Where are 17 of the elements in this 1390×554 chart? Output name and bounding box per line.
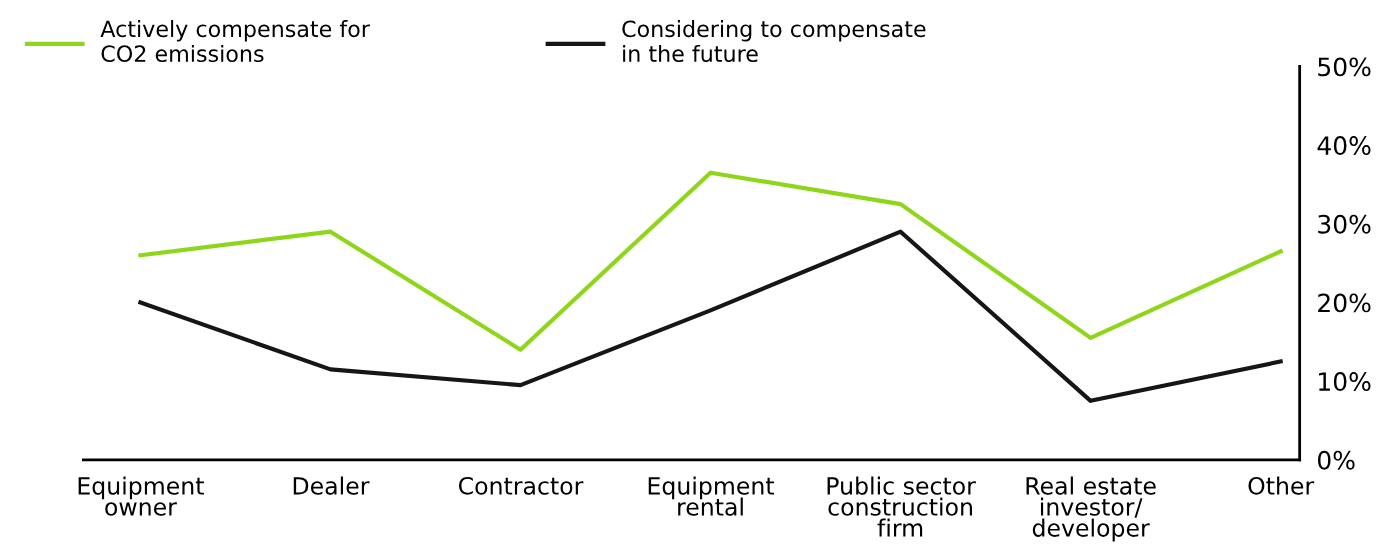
line-series	[138, 229, 1283, 403]
x-tick-label: Dealer	[293, 476, 370, 495]
y-tick-label: 30%	[1318, 214, 1371, 234]
y-tick-label: 50%	[1318, 57, 1371, 77]
y-tick-label: 40%	[1317, 136, 1371, 155]
y-tick-label: 10%	[1319, 372, 1371, 392]
x-tick-label: Equipment rental	[648, 476, 775, 516]
x-tick-label: Contractor	[458, 476, 584, 495]
y-tick-label: 20%	[1318, 293, 1371, 313]
x-tick-label: Public sector construction firm	[827, 476, 976, 537]
legend-label: Considering to compensate in the future	[622, 20, 926, 63]
x-tick-label: Other	[1248, 476, 1315, 495]
line-series	[138, 170, 1283, 352]
x-tick-label: Real estate investor/ developer	[1026, 476, 1156, 542]
legend-label: Actively compensate for CO2 emissions	[100, 20, 370, 63]
x-tick-label: Equipment owner	[78, 476, 204, 516]
y-tick-label: 0%	[1317, 450, 1355, 470]
